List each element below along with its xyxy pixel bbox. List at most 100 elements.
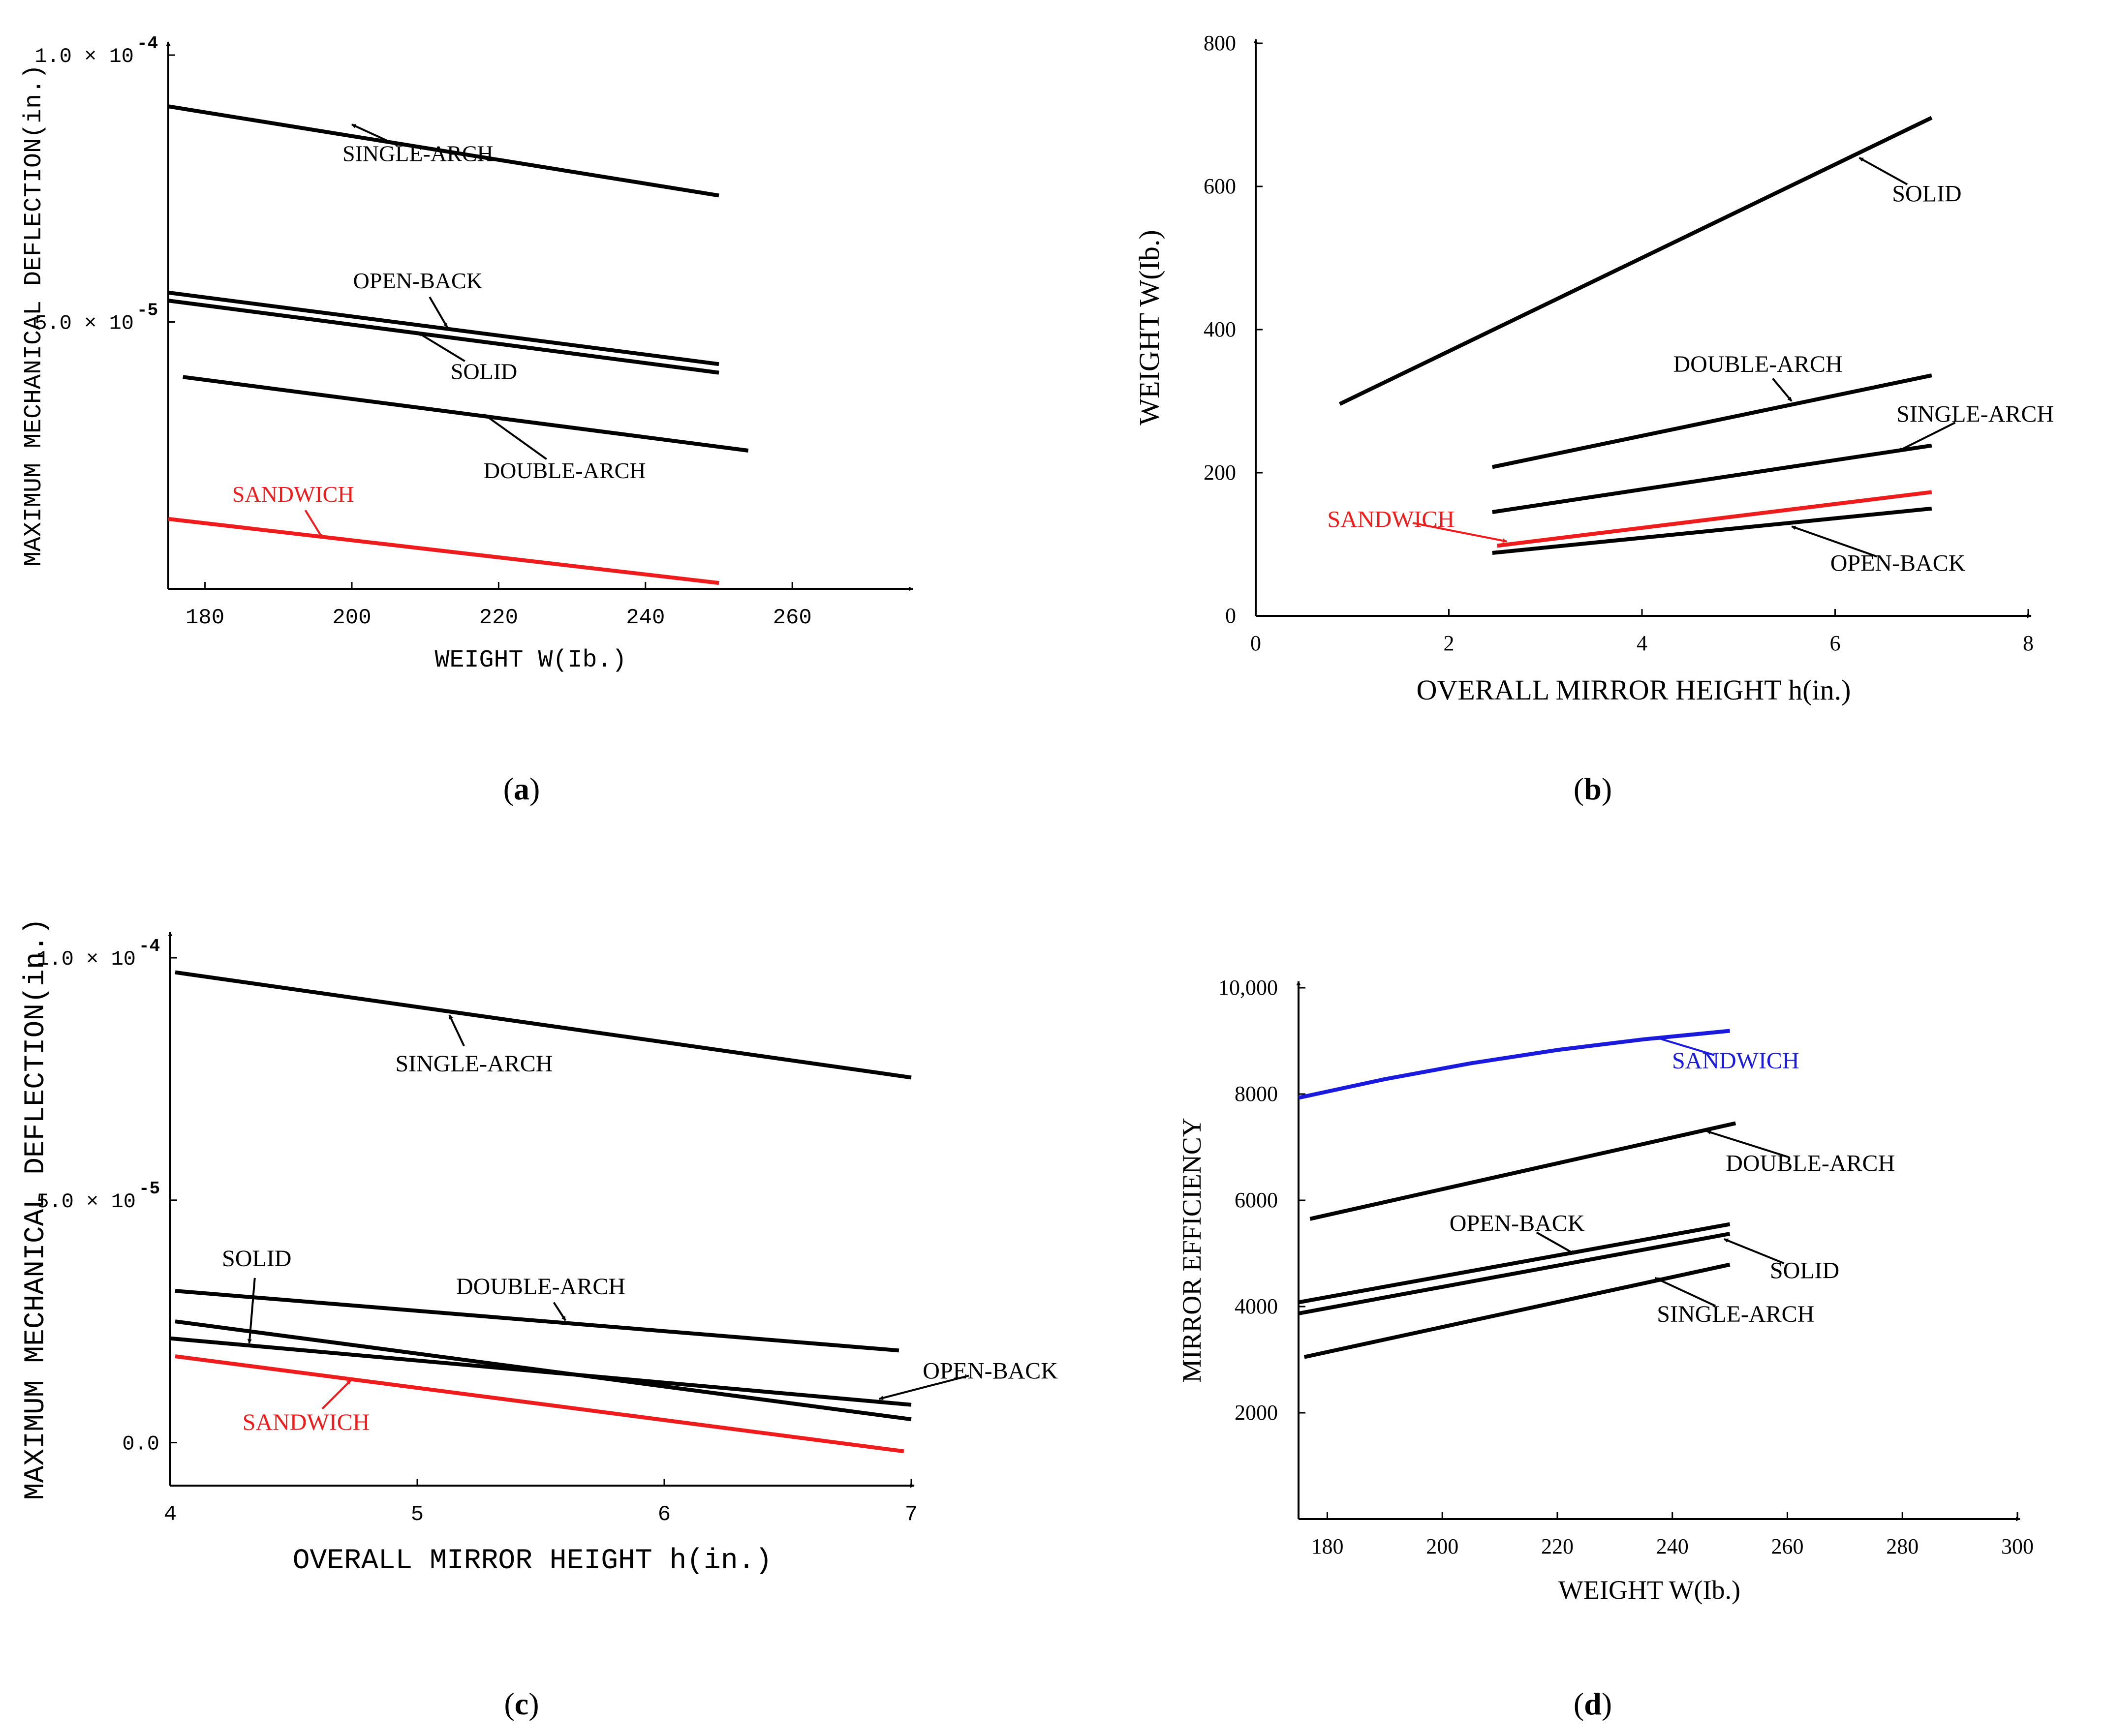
panel-d-y-tick-label: 10,000 bbox=[1218, 975, 1278, 1000]
panel-caption-c: (c) bbox=[504, 1686, 539, 1721]
panel-d-x-tick-label: 260 bbox=[1771, 1534, 1803, 1558]
panel-d-x-tick-label: 300 bbox=[2001, 1534, 2034, 1558]
panel-a-y-tick-label: 1.0 × 10 bbox=[34, 45, 134, 68]
panel-b-y-tick-label: 800 bbox=[1204, 31, 1236, 55]
panel-d-arrow-sandwich bbox=[1654, 1036, 1715, 1056]
panel-b-y-tick-label: 600 bbox=[1204, 174, 1236, 198]
panel-c-chart: 4 5 6 7 0.0 5.0 × 10-5 1.0 × 10-4 OVERALL MIRRO… bbox=[20, 918, 1058, 1577]
panel-b-x-tick-label: 0 bbox=[1250, 631, 1261, 655]
panel-b-x-tick-label: 8 bbox=[2023, 631, 2034, 655]
panel-d-y-axis-label: MIRROR EFFICIENCY bbox=[1177, 1118, 1207, 1383]
panel-a-annotation-open-back: OPEN-BACK bbox=[353, 268, 483, 293]
panel-caption-d: (d) bbox=[1574, 1686, 1612, 1721]
panel-c-y-tick-label: 5.0 × 10 bbox=[36, 1190, 136, 1214]
panel-d-y-tick-label: 2000 bbox=[1235, 1401, 1278, 1425]
panel-d-x-tick-label: 220 bbox=[1541, 1534, 1574, 1558]
panel-d-arrow-single-arch bbox=[1654, 1277, 1716, 1307]
panel-c-y-axis-label: MAXIMUM MECHANICAL DEFLECTION(in.) bbox=[20, 918, 52, 1500]
panel-a-arrow-open-back bbox=[429, 296, 448, 328]
panel-a-y-tick-label: 5.0 × 10 bbox=[34, 312, 134, 335]
panel-c-y-tick-label: 0.0 bbox=[122, 1432, 159, 1456]
panel-c-annotation-solid: SOLID bbox=[222, 1246, 291, 1272]
panel-c-series-single-arch bbox=[175, 970, 912, 1080]
panel-b-arrow-double-arch bbox=[1772, 378, 1793, 402]
panel-d-arrow-open-back bbox=[1536, 1231, 1576, 1255]
panel-a-series-open-back bbox=[168, 290, 719, 366]
panel-c-annotation-single-arch: SINGLE-ARCH bbox=[395, 1051, 553, 1077]
panel-d-x-axis-label: WEIGHT W(Ib.) bbox=[1558, 1575, 1740, 1605]
panel-c-y-tick-exponent: -4 bbox=[139, 936, 160, 956]
panel-a-arrow-solid bbox=[417, 332, 465, 362]
panel-c-y-tick-exponent: -5 bbox=[139, 1179, 160, 1199]
panel-d-annotation-open-back: OPEN-BACK bbox=[1450, 1210, 1585, 1236]
panel-a-chart: 180 200 220 240 260 5.0 × 10-5 1.0 × 10-4 WEIGH… bbox=[20, 33, 913, 674]
panel-b-arrow-sandwich bbox=[1412, 522, 1508, 543]
panel-b-annotation-double-arch: DOUBLE-ARCH bbox=[1673, 351, 1843, 377]
panel-b-series-solid bbox=[1338, 116, 1933, 406]
panel-d-series-solid bbox=[1298, 1232, 1731, 1315]
panel-d-arrow-solid bbox=[1724, 1238, 1785, 1264]
panel-d-x-tick-label: 200 bbox=[1426, 1534, 1458, 1558]
panel-c-arrow-single-arch bbox=[448, 1014, 465, 1047]
panel-c-y-tick-label: 1.0 × 10 bbox=[36, 947, 136, 971]
panel-b-series-open-back bbox=[1492, 506, 1932, 555]
panel-a-x-tick-label: 220 bbox=[479, 606, 518, 630]
panel-label-a: a bbox=[514, 771, 529, 806]
panel-a-y-tick-exponent: -4 bbox=[137, 33, 158, 54]
panel-c-x-tick-label: 6 bbox=[658, 1502, 671, 1527]
panel-b-x-tick-label: 6 bbox=[1830, 631, 1841, 655]
panel-a-y-tick-exponent: -5 bbox=[137, 301, 158, 321]
panel-label-c: c bbox=[515, 1686, 528, 1721]
panel-b-series-sandwich bbox=[1497, 490, 1932, 548]
panel-c-x-axis-label: OVERALL MIRROR HEIGHT h(in.) bbox=[293, 1545, 773, 1577]
panel-d-chart: 180 200 220 240 260 280 300 2000 4000 6000 8000 10,… bbox=[1177, 975, 2034, 1605]
panel-c-annotation-sandwich: SANDWICH bbox=[243, 1409, 370, 1435]
panel-d-arrow-double-arch bbox=[1706, 1130, 1790, 1158]
panel-d-x-tick-label: 280 bbox=[1886, 1534, 1919, 1558]
panel-d-series-open-back bbox=[1298, 1222, 1731, 1305]
panel-a-annotation-single-arch: SINGLE-ARCH bbox=[342, 141, 494, 166]
panel-c-x-tick-label: 7 bbox=[905, 1502, 918, 1527]
panel-b-annotation-solid: SOLID bbox=[1892, 181, 1961, 207]
panel-a-series-single-arch bbox=[168, 104, 719, 198]
panel-c-series-open-back bbox=[170, 1336, 912, 1407]
panel-b-annotation-sandwich: SANDWICH bbox=[1327, 507, 1455, 533]
panel-b-series-double-arch bbox=[1491, 373, 1932, 469]
panel-c-arrow-open-back bbox=[878, 1374, 969, 1401]
panel-c-series-double-arch bbox=[175, 1289, 899, 1353]
panel-d-y-tick-label: 6000 bbox=[1235, 1188, 1278, 1212]
panel-a-x-tick-label: 240 bbox=[626, 606, 665, 630]
panel-label-b: b bbox=[1584, 771, 1602, 806]
panel-a-series-sandwich bbox=[168, 517, 719, 585]
panel-label-d: d bbox=[1584, 1686, 1602, 1721]
panel-b-x-tick-label: 4 bbox=[1637, 631, 1647, 655]
panel-a-annotation-sandwich: SANDWICH bbox=[232, 482, 354, 507]
panel-a-annotation-solid: SOLID bbox=[451, 359, 517, 384]
panel-b-x-axis-label: OVERALL MIRROR HEIGHT h(in.) bbox=[1417, 674, 1851, 706]
panel-b-series-single-arch bbox=[1492, 443, 1932, 514]
panel-a-y-axis-label: MAXIMUM MECHANICAL DEFLECTION(in.) bbox=[20, 64, 48, 566]
panel-a-series-solid bbox=[168, 299, 719, 375]
panel-c-x-tick-label: 4 bbox=[164, 1502, 177, 1527]
panel-a-series-double-arch bbox=[183, 375, 749, 453]
panel-d-annotation-double-arch: DOUBLE-ARCH bbox=[1726, 1150, 1895, 1176]
panel-d-x-tick-label: 240 bbox=[1656, 1534, 1689, 1558]
panel-b-x-tick-label: 2 bbox=[1444, 631, 1455, 655]
panel-d-annotation-single-arch: SINGLE-ARCH bbox=[1657, 1301, 1814, 1327]
panel-a-x-tick-label: 260 bbox=[773, 606, 812, 630]
panel-a-arrow-double-arch bbox=[483, 413, 547, 460]
panel-b-y-tick-label: 400 bbox=[1204, 317, 1236, 341]
panel-c-arrow-double-arch bbox=[553, 1302, 566, 1321]
panel-b-arrow-open-back bbox=[1791, 525, 1878, 558]
panel-a-arrow-sandwich bbox=[304, 510, 324, 539]
panel-c-arrow-sandwich bbox=[321, 1379, 351, 1410]
panel-c-x-tick-label: 5 bbox=[411, 1502, 424, 1527]
panel-d-annotation-solid: SOLID bbox=[1770, 1258, 1839, 1284]
panel-b-arrow-solid bbox=[1858, 157, 1908, 185]
panel-d-x-tick-label: 180 bbox=[1311, 1534, 1343, 1558]
panel-b-arrow-single-arch bbox=[1897, 422, 1956, 453]
panel-b-annotation-single-arch: SINGLE-ARCH bbox=[1896, 401, 2054, 427]
panel-c-annotation-open-back: OPEN-BACK bbox=[923, 1358, 1058, 1384]
panel-b-y-axis-label: WEIGHT W(Ib.) bbox=[1133, 230, 1165, 425]
